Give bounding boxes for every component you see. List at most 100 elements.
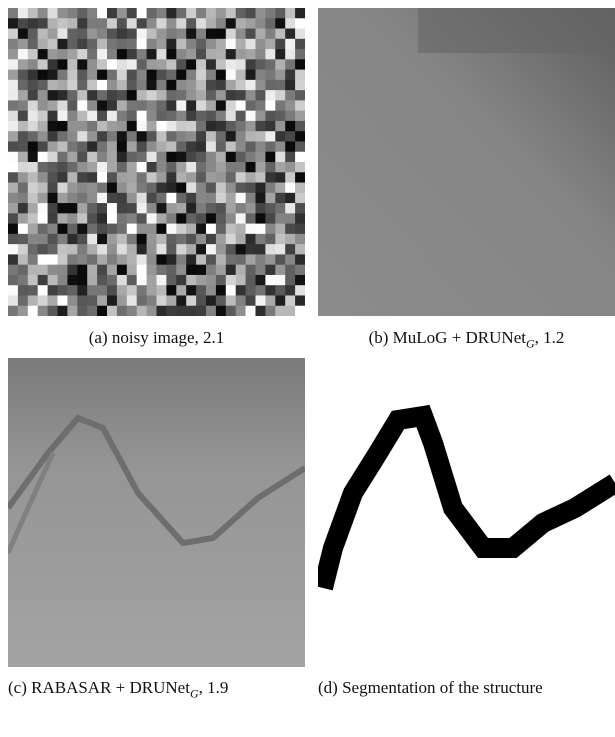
noise-pixel [285, 224, 295, 235]
noise-pixel [107, 162, 117, 173]
noise-pixel [246, 152, 256, 163]
noise-pixel [275, 90, 285, 101]
noise-pixel [216, 121, 226, 132]
noise-pixel [285, 244, 295, 255]
noise-pixel [117, 141, 127, 152]
noise-pixel [206, 193, 216, 204]
noise-pixel [176, 18, 186, 29]
noise-pixel [28, 295, 38, 306]
noise-pixel [137, 172, 147, 183]
noise-pixel [67, 49, 77, 60]
noise-pixel [97, 244, 107, 255]
noise-pixel [226, 111, 236, 122]
noise-pixel [295, 152, 305, 163]
noise-pixel [127, 213, 137, 224]
noise-pixel [206, 183, 216, 194]
noise-pixel [127, 141, 137, 152]
noise-pixel [117, 8, 127, 19]
noise-pixel [256, 244, 266, 255]
noise-pixel [285, 141, 295, 152]
noise-pixel [265, 244, 275, 255]
noise-pixel [275, 131, 285, 142]
noise-pixel [186, 49, 196, 60]
noise-pixel [295, 18, 305, 29]
noise-pixel [265, 172, 275, 183]
noise-pixel [256, 234, 266, 245]
noise-pixel [206, 234, 216, 245]
noise-pixel [166, 131, 176, 142]
noise-pixel [87, 39, 97, 50]
noise-pixel [58, 131, 68, 142]
noise-pixel [265, 152, 275, 163]
noise-pixel [107, 121, 117, 132]
noise-pixel [295, 234, 305, 245]
noise-pixel [147, 152, 157, 163]
noise-pixel [265, 18, 275, 29]
noise-pixel [236, 49, 246, 60]
noise-pixel [246, 131, 256, 142]
noise-pixel [176, 131, 186, 142]
noise-pixel [285, 306, 295, 316]
noise-pixel [265, 193, 275, 204]
noise-pixel [246, 49, 256, 60]
noise-pixel [157, 8, 167, 19]
noise-pixel [58, 265, 68, 276]
noise-pixel [196, 100, 206, 111]
noise-pixel [67, 18, 77, 29]
noise-pixel [87, 183, 97, 194]
noise-pixel [256, 224, 266, 235]
noise-pixel [216, 49, 226, 60]
noise-pixel [147, 8, 157, 19]
noise-pixel [77, 183, 87, 194]
noise-pixel [226, 254, 236, 265]
noise-pixel [265, 90, 275, 101]
noise-pixel [28, 49, 38, 60]
noise-pixel [206, 285, 216, 296]
noise-pixel [216, 80, 226, 91]
noise-pixel [236, 111, 246, 122]
noise-pixel [48, 203, 58, 214]
noise-pixel [275, 100, 285, 111]
noise-pixel [186, 39, 196, 50]
noise-pixel [18, 121, 28, 132]
noise-pixel [87, 141, 97, 152]
noise-pixel [285, 131, 295, 142]
noise-pixel [176, 70, 186, 81]
noise-pixel [256, 111, 266, 122]
noise-pixel [186, 70, 196, 81]
noise-pixel [265, 254, 275, 265]
noise-pixel [48, 80, 58, 91]
noise-pixel [87, 152, 97, 163]
noise-pixel [176, 275, 186, 286]
noise-pixel [285, 265, 295, 276]
noise-pixel [58, 59, 68, 70]
noise-pixel [246, 172, 256, 183]
noise-pixel [226, 213, 236, 224]
noise-pixel [137, 18, 147, 29]
noise-pixel [107, 141, 117, 152]
noise-pixel [196, 59, 206, 70]
noise-pixel [117, 213, 127, 224]
noise-pixel [137, 244, 147, 255]
noise-pixel [226, 295, 236, 306]
noise-pixel [256, 203, 266, 214]
noise-pixel [8, 80, 18, 91]
noise-pixel [206, 162, 216, 173]
noise-pixel [87, 29, 97, 40]
noise-pixel [236, 295, 246, 306]
noise-pixel [226, 193, 236, 204]
noise-pixel [48, 70, 58, 81]
noise-pixel [256, 29, 266, 40]
noise-pixel [216, 39, 226, 50]
noise-pixel [127, 18, 137, 29]
noise-pixel [28, 285, 38, 296]
noise-pixel [166, 203, 176, 214]
noise-pixel [127, 131, 137, 142]
noise-pixel [137, 39, 147, 50]
noise-pixel [87, 18, 97, 29]
noise-pixel [256, 183, 266, 194]
noise-pixel [196, 172, 206, 183]
noise-pixel [58, 8, 68, 19]
noise-pixel [157, 172, 167, 183]
noise-pixel [18, 203, 28, 214]
